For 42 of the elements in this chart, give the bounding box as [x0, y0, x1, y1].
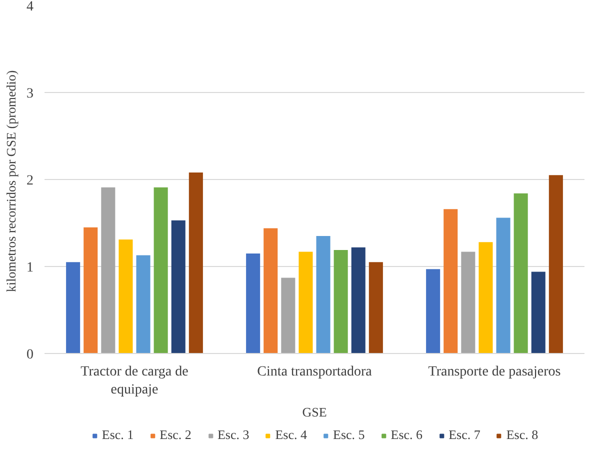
y-axis-title: kilometros recorridos por GSE (promedio)	[4, 70, 18, 292]
bar	[368, 262, 383, 354]
legend-label: Esc. 4	[275, 427, 307, 443]
legend-label: Esc. 1	[102, 427, 134, 443]
bar	[188, 172, 203, 354]
legend-label: Esc. 5	[333, 427, 365, 443]
bar	[496, 218, 510, 354]
bar	[316, 236, 330, 354]
bar	[136, 255, 150, 354]
bar	[531, 272, 546, 354]
bar	[246, 253, 260, 354]
bar	[478, 242, 493, 354]
bar	[548, 175, 563, 354]
y-tick-label: 0	[26, 348, 34, 362]
y-tick-label: 2	[26, 174, 34, 188]
y-tick-label: 1	[26, 260, 34, 276]
bar	[461, 252, 476, 354]
bar	[154, 187, 168, 354]
bar	[281, 278, 296, 354]
legend-label: Esc. 3	[217, 427, 250, 443]
bar	[334, 250, 348, 354]
bar	[101, 187, 116, 354]
bar	[84, 227, 98, 354]
y-tick-label: 3	[26, 86, 34, 102]
y-tick-label: 4	[26, 0, 34, 14]
bar	[444, 209, 458, 354]
legend-label: Esc. 6	[390, 427, 423, 443]
bar	[264, 228, 278, 354]
bar	[514, 193, 528, 354]
bar	[66, 262, 80, 354]
bar	[426, 269, 440, 354]
legend-label: Esc. 7	[448, 427, 480, 443]
bar	[351, 247, 366, 354]
legend-label: Esc. 2	[160, 427, 192, 443]
x-tick-label: Transporte de pasajeros	[428, 364, 561, 380]
bar	[118, 240, 133, 354]
x-tick-label: Cinta transportadora	[257, 364, 373, 380]
legend-label: Esc. 8	[506, 427, 538, 443]
x-tick-label: Tractor de carga de equipaje	[80, 364, 188, 398]
bar	[171, 220, 186, 354]
bar	[298, 252, 313, 354]
x-axis-title: GSE	[302, 404, 327, 420]
